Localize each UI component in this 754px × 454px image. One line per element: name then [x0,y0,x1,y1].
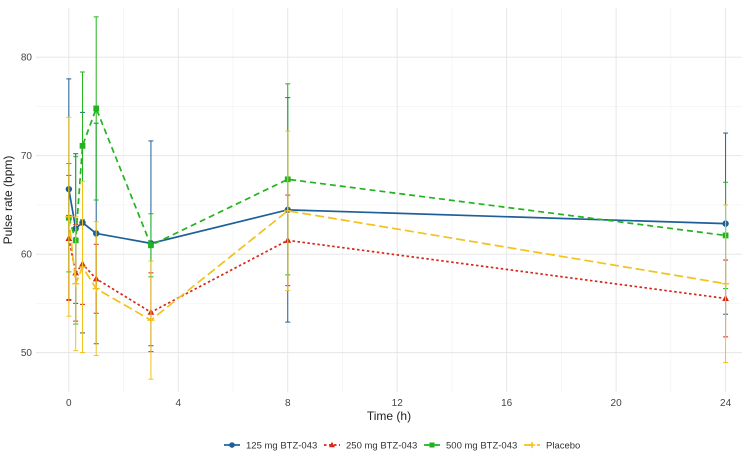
legend-label: 250 mg BTZ-043 [346,441,417,452]
legend-marker [229,442,235,448]
x-tick-label: 16 [501,398,513,409]
x-axis-title: Time (h) [367,409,411,423]
y-tick-label: 70 [21,151,33,162]
legend-item: 500 mg BTZ-043 [424,441,517,452]
x-tick-label: 4 [176,398,182,409]
x-tick-label: 0 [66,398,72,409]
y-tick-label: 50 [21,348,33,359]
legend-marker [329,441,335,448]
data-point [148,242,154,249]
axes: 0 4 8 12 16 20 24 50 60 70 80 [21,53,732,409]
data-point [147,316,155,324]
legend-label: Placebo [546,441,580,452]
x-tick-label: 8 [285,398,291,409]
data-point [78,263,87,271]
grid [36,8,742,392]
data-point [93,105,100,112]
x-tick-label: 12 [392,398,404,409]
legend-marker [528,441,536,449]
x-tick-label: 24 [720,398,732,409]
legend-label: 125 mg BTZ-043 [246,441,317,452]
data-point [722,280,730,288]
data-point [92,285,100,293]
data-point [72,280,80,288]
legend-marker [429,442,435,448]
y-axis-title: Pulse rate (bpm) [1,156,15,245]
legend-item: 125 mg BTZ-043 [224,441,317,452]
y-tick-label: 60 [21,250,33,261]
data-point [79,142,86,149]
legend-item: 250 mg BTZ-043 [324,441,417,452]
legend-label: 500 mg BTZ-043 [446,441,517,452]
y-tick-label: 80 [21,53,33,64]
series-layer [65,16,730,380]
legend-item: Placebo [524,441,580,452]
x-tick-label: 20 [611,398,623,409]
data-point [284,207,292,215]
legend: 125 mg BTZ-043 250 mg BTZ-043 500 mg BTZ-0… [224,441,580,452]
data-point [65,213,73,221]
series-4 [65,116,730,380]
